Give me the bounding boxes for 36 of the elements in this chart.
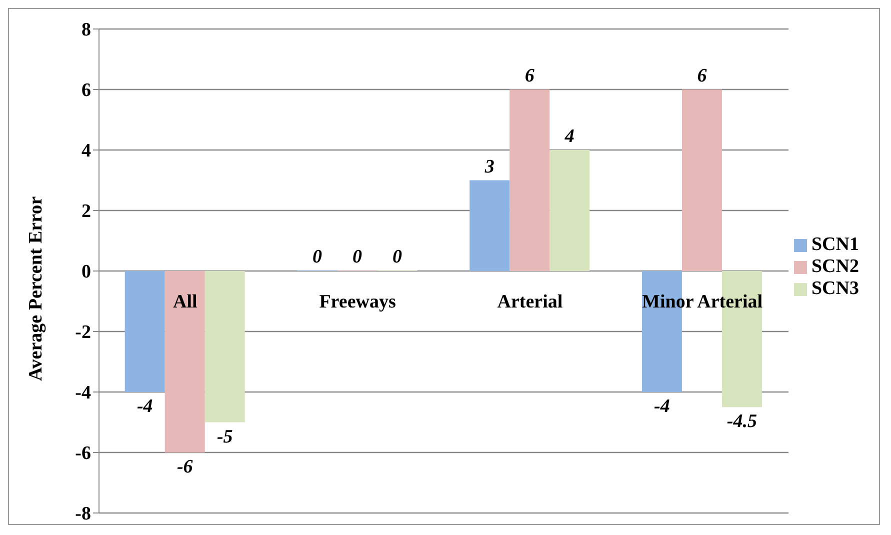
data-label: -4 — [654, 396, 670, 417]
legend-label: SCN1 — [811, 234, 859, 254]
y-tick-label: -8 — [75, 504, 91, 525]
data-label: -5 — [216, 426, 234, 448]
bar — [204, 271, 245, 422]
y-tick-label: 4 — [82, 140, 92, 162]
data-label: -4 — [136, 396, 153, 417]
x-tick-label: Arterial — [497, 292, 563, 312]
legend-label: SCN3 — [811, 278, 859, 298]
bar — [550, 150, 590, 271]
data-label: 6 — [697, 66, 708, 86]
data-label: 3 — [484, 156, 494, 178]
data-label: 0 — [352, 246, 362, 268]
data-label: 0 — [392, 246, 402, 268]
bar — [470, 180, 510, 271]
x-tick-label: Freeways — [319, 292, 396, 312]
y-axis-title: Average Percent Error — [26, 196, 47, 381]
bar — [510, 90, 550, 271]
data-label: 0 — [312, 246, 322, 268]
y-tick-label: -2 — [75, 322, 91, 344]
data-label: -6 — [176, 456, 194, 478]
data-label: 4 — [564, 126, 574, 147]
data-label: -4.5 — [726, 411, 758, 432]
bar — [124, 271, 165, 392]
y-tick-label: 8 — [82, 20, 91, 41]
data-label: 6 — [524, 66, 535, 86]
bar — [164, 271, 205, 452]
y-tick-label: 2 — [82, 201, 91, 222]
bar — [682, 90, 722, 271]
legend-label: SCN2 — [811, 256, 859, 276]
y-tick-label: -6 — [75, 443, 91, 464]
y-tick-label: 6 — [82, 80, 91, 102]
y-tick-label: -4 — [75, 382, 92, 404]
y-tick-label: 0 — [82, 262, 91, 283]
x-tick-label: Minor Arterial — [642, 292, 763, 312]
x-tick-label: All — [173, 292, 198, 312]
